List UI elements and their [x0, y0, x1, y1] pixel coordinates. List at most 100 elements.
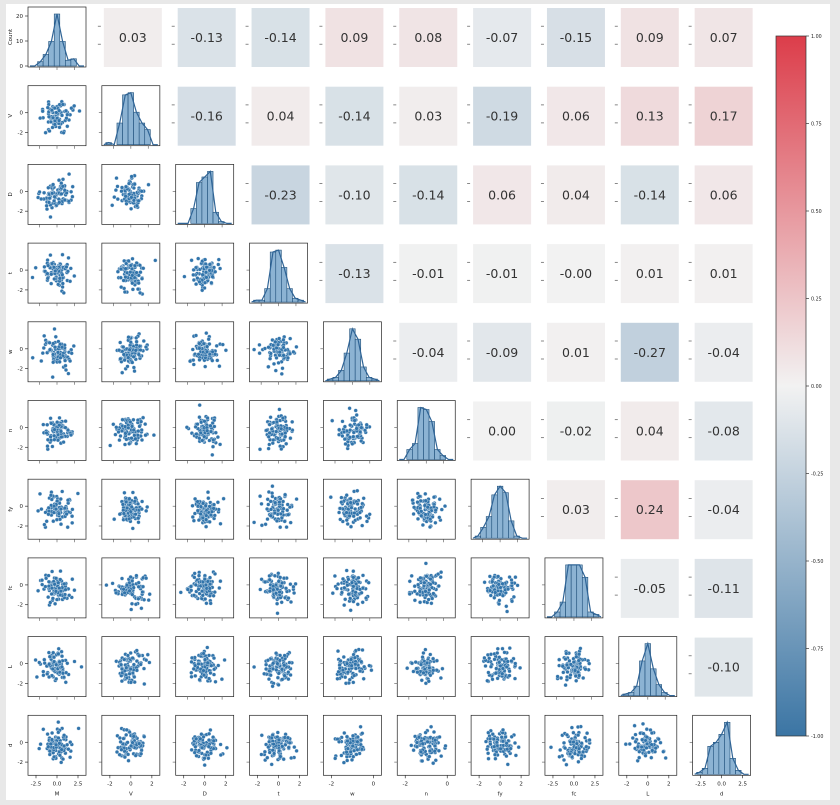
scatter-point [274, 429, 279, 434]
scatter-point [212, 424, 217, 429]
cell-fc-d: -0.11 [688, 558, 753, 618]
scatter-point [194, 431, 199, 437]
corr-value: -0.16 [191, 109, 223, 124]
scatter-point [279, 600, 284, 605]
corr-cell [694, 322, 753, 382]
cell-fc-n [394, 557, 456, 621]
scatter-point [60, 489, 65, 494]
scatter-point [127, 671, 132, 676]
colorbar-tick-label: -0.75 [811, 647, 823, 653]
scatter-point [275, 730, 280, 735]
cell-M-fc: -0.15 [540, 8, 605, 67]
xtick-label: 0 [646, 781, 650, 787]
scatter-point [62, 743, 67, 749]
corr-cell [177, 86, 236, 146]
scatter-point [117, 348, 122, 353]
scatter-point [409, 573, 414, 578]
scatter-point [343, 597, 348, 602]
scatter-point [215, 500, 220, 505]
scatter-point [332, 573, 337, 579]
scatter-point [360, 647, 365, 653]
scatter-point [211, 506, 216, 511]
scatter-point [483, 663, 488, 669]
ytick-label: -2 [18, 445, 23, 451]
scatter-point [134, 441, 139, 446]
scatter-point [433, 520, 438, 525]
scatter-point [114, 590, 119, 595]
scatter-point [348, 596, 353, 601]
scatter-point [45, 732, 50, 737]
scatter-point [39, 578, 45, 583]
corr-cell [546, 86, 605, 146]
scatter-point [145, 652, 150, 657]
cell-L-t [246, 636, 308, 700]
scatter-point [355, 739, 360, 744]
scatter-point [207, 676, 212, 681]
scatter-point [583, 735, 588, 740]
ytick-label: -2 [18, 367, 23, 373]
scatter-point [124, 261, 129, 266]
cell-L-fc [541, 636, 604, 700]
scatter-point [431, 591, 436, 596]
scatter-point [576, 733, 581, 738]
scatter-point [134, 343, 139, 348]
scatter-point [500, 593, 505, 598]
scatter-point [258, 494, 263, 499]
column-label: fy [498, 791, 504, 797]
scatter-point [270, 494, 275, 499]
scatter-point [330, 418, 335, 423]
scatter-point [63, 425, 68, 430]
ytick-label: 0 [20, 347, 24, 353]
scatter-point [208, 512, 213, 518]
histogram-bar [207, 171, 214, 224]
scatter-point [411, 511, 416, 517]
scatter-point [130, 490, 135, 495]
column-label: fc [571, 791, 576, 797]
scatter-point [630, 735, 635, 741]
scatter-point [420, 758, 425, 764]
scatter-point [50, 596, 55, 601]
corr-cell [473, 322, 532, 382]
scatter-point [427, 587, 432, 593]
scatter-point [136, 198, 141, 203]
row-label: d [8, 744, 14, 748]
scatter-point [428, 652, 433, 657]
scatter-point [118, 433, 123, 439]
ytick-label: 0 [20, 740, 24, 746]
scatter-point [207, 268, 212, 273]
scatter-point [440, 666, 445, 671]
scatter-point [498, 746, 503, 751]
scatter-point [288, 336, 293, 341]
corr-cell [103, 8, 162, 67]
scatter-point [212, 418, 217, 423]
scatter-point [277, 500, 282, 505]
scatter-point [129, 424, 135, 429]
scatter-point [53, 589, 58, 594]
scatter-point [124, 437, 129, 442]
corr-cell [694, 8, 753, 67]
cell-d-L: -2 0 2L [615, 714, 678, 797]
scatter-point [429, 601, 434, 606]
scatter-point [412, 505, 417, 510]
scatter-point [56, 730, 61, 735]
corr-value: -0.10 [707, 660, 739, 675]
scatter-point [355, 602, 360, 607]
scatter-point [587, 661, 592, 666]
histogram-bar [713, 741, 720, 775]
scatter-point [414, 666, 419, 671]
scatter-point [59, 345, 65, 350]
xtick-label: 0 [498, 781, 502, 787]
scatter-point [128, 340, 133, 345]
scatter-point [344, 518, 349, 523]
scatter-point [283, 434, 288, 439]
scatter-point [443, 743, 448, 748]
scatter-point [267, 573, 272, 578]
scatter-point [581, 749, 586, 754]
scatter-point [203, 364, 208, 369]
scatter-point [203, 596, 208, 602]
scatter-point [65, 498, 71, 503]
scatter-point [423, 589, 428, 594]
corr-value: 0.03 [414, 109, 442, 124]
scatter-point [644, 735, 649, 740]
scatter-point [49, 421, 54, 426]
